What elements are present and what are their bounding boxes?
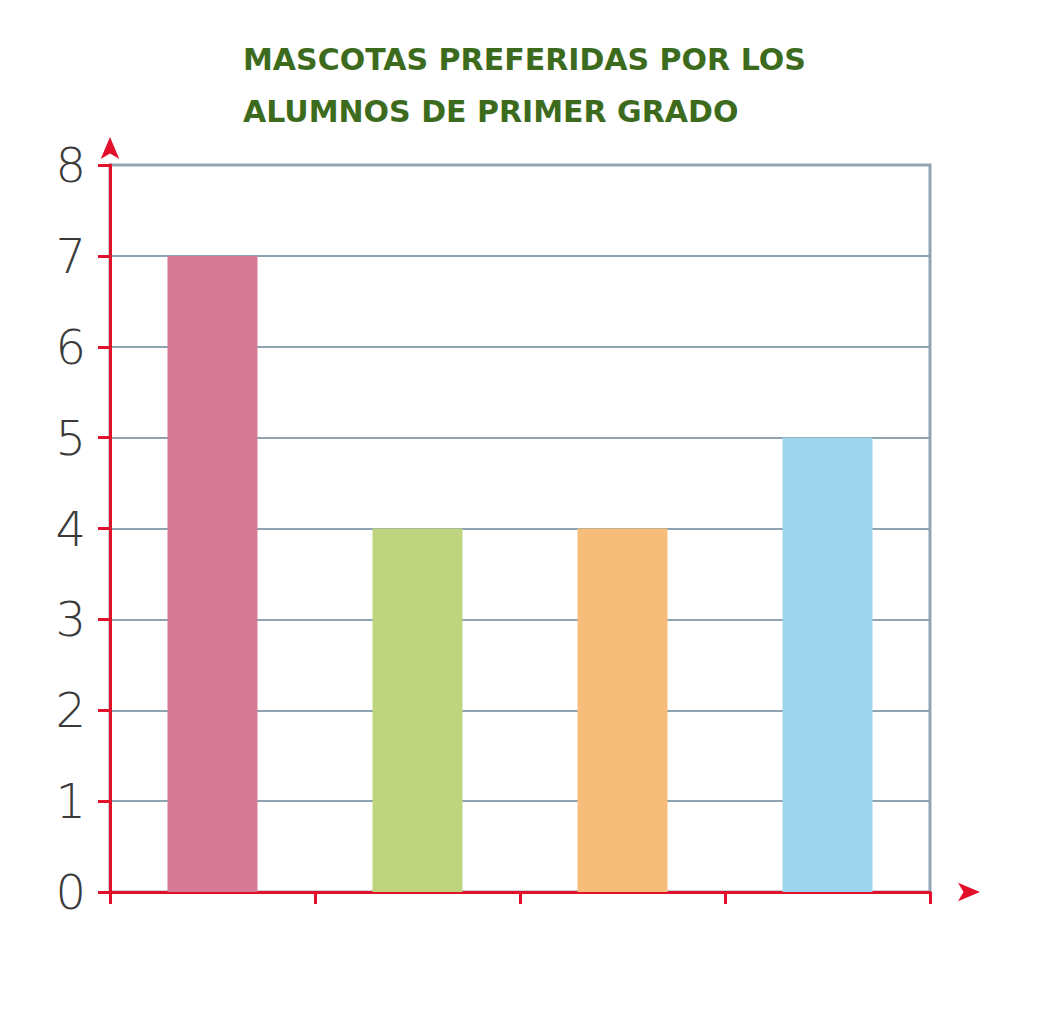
svg-text:3: 3 (55, 591, 86, 647)
svg-text:8: 8 (55, 137, 86, 193)
svg-text:MASCOTAS PREFERIDAS POR LOS: MASCOTAS PREFERIDAS POR LOS (243, 42, 806, 77)
svg-text:6: 6 (55, 319, 86, 375)
svg-text:1: 1 (55, 773, 86, 829)
svg-text:ALUMNOS DE PRIMER GRADO: ALUMNOS DE PRIMER GRADO (243, 94, 738, 129)
svg-text:7: 7 (55, 228, 86, 284)
svg-text:2: 2 (55, 682, 86, 738)
svg-text:5: 5 (55, 410, 86, 466)
svg-text:0: 0 (55, 864, 86, 920)
svg-text:4: 4 (55, 501, 86, 557)
